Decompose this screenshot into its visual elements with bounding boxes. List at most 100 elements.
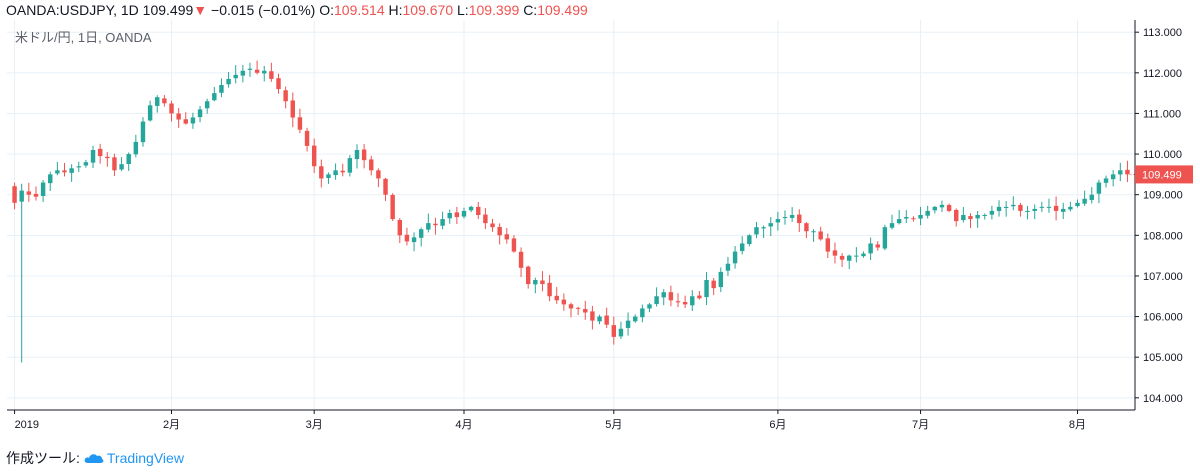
candle-body (383, 178, 388, 195)
candle-body (340, 170, 345, 173)
candle-body (661, 292, 666, 298)
candle-body (647, 304, 652, 309)
candle-body (276, 78, 281, 90)
candle-body (1046, 206, 1052, 208)
candle-body (1061, 208, 1066, 212)
price-change: −0.015 (−0.01%) (211, 2, 316, 18)
candle-body (804, 223, 809, 232)
tradingview-brand: TradingView (106, 450, 184, 466)
symbol-title[interactable]: OANDA:USDJPY, 1D (6, 2, 139, 18)
candle-body (782, 217, 788, 219)
candle-body (197, 109, 203, 118)
candle-body (747, 235, 752, 245)
candle-body (854, 255, 859, 257)
candle-body (311, 145, 317, 167)
cloud-logo-icon (84, 454, 104, 463)
candle-body (162, 98, 167, 104)
candle-body (426, 223, 431, 230)
candle-body (568, 304, 574, 309)
candle-body (347, 158, 353, 173)
candle-body (668, 292, 674, 301)
candle-body (290, 100, 295, 118)
candle-body (754, 227, 759, 235)
y-tick-label: 111.000 (1143, 108, 1181, 120)
candle-body (397, 219, 403, 236)
candle-body (797, 214, 802, 224)
candle-body (732, 251, 738, 264)
candle-body (1025, 210, 1030, 212)
x-tick-label: 3月 (306, 419, 323, 431)
candle-body (1075, 202, 1080, 207)
candle-body (354, 150, 360, 160)
y-tick-label: 113.000 (1143, 27, 1182, 39)
y-tick-label: 108.000 (1143, 230, 1183, 242)
tradingview-link[interactable]: TradingView (84, 449, 184, 467)
y-tick-label: 106.000 (1143, 312, 1183, 324)
candle-body (169, 103, 174, 114)
y-tick-label: 109.000 (1143, 190, 1183, 202)
candle-body (1068, 206, 1073, 210)
x-tick-label: 2月 (163, 419, 180, 431)
candle-body (918, 215, 923, 219)
candle-body (369, 159, 374, 171)
candle-body (269, 71, 274, 79)
candlestick-chart[interactable]: 104.000 105.000 106.000 107.000 108.000 109.0… (7, 20, 1193, 440)
candle-body (497, 226, 502, 236)
candle-body (90, 150, 96, 163)
candle-body (896, 219, 902, 224)
candle-body (875, 244, 880, 248)
candle-body (454, 212, 460, 218)
candle-body (411, 237, 417, 243)
candle-body (1011, 204, 1016, 207)
last-price: 109.499 (142, 2, 194, 18)
candle-body (590, 311, 595, 321)
candle-body (504, 234, 510, 240)
candle-body (1103, 178, 1109, 183)
candle-body (447, 212, 452, 219)
candle-body (1118, 170, 1123, 175)
candle-body (297, 117, 303, 130)
candle-body (1018, 204, 1023, 211)
open-label: O: (319, 2, 334, 18)
candle-body (625, 320, 631, 328)
candle-body (768, 223, 773, 227)
low-label: L: (457, 2, 469, 18)
chart-area[interactable]: 104.000 105.000 106.000 107.000 108.000 109.0… (7, 20, 1193, 440)
candle-body (697, 295, 702, 299)
candle-body (518, 251, 524, 268)
candle-body (739, 243, 745, 252)
candle-body (183, 119, 188, 124)
candle-body (233, 74, 238, 79)
candle-body (704, 280, 709, 298)
candle-body (1125, 169, 1130, 175)
open-value: 109.514 (334, 2, 385, 18)
candle-body (847, 255, 852, 261)
y-tick-label: 105.000 (1143, 352, 1183, 364)
candle-body (48, 174, 53, 184)
y-tick-label: 112.000 (1143, 68, 1182, 80)
candle-body (83, 162, 89, 166)
candle-body (604, 315, 609, 325)
candle-body (304, 130, 310, 146)
candle-body (212, 93, 217, 101)
candle-body (725, 263, 731, 271)
candle-body (97, 148, 103, 157)
candle-body (361, 149, 367, 161)
candle-body (547, 282, 552, 297)
low-value: 109.399 (468, 2, 520, 18)
high-value: 109.670 (402, 2, 454, 18)
x-tick-label: 5月 (605, 419, 622, 431)
candle-body (404, 234, 410, 242)
price-tag-box (1135, 165, 1193, 184)
candle-body (654, 296, 659, 305)
y-tick-label: 110.000 (1143, 149, 1182, 161)
candle-body (62, 170, 67, 173)
candle-body (468, 206, 474, 211)
candle-body (112, 157, 117, 171)
candle-body (190, 117, 196, 124)
candle-body (483, 214, 488, 224)
candle-body (69, 168, 74, 173)
candle-body (540, 280, 545, 285)
candle-body (440, 219, 445, 226)
candle-body (839, 255, 845, 260)
